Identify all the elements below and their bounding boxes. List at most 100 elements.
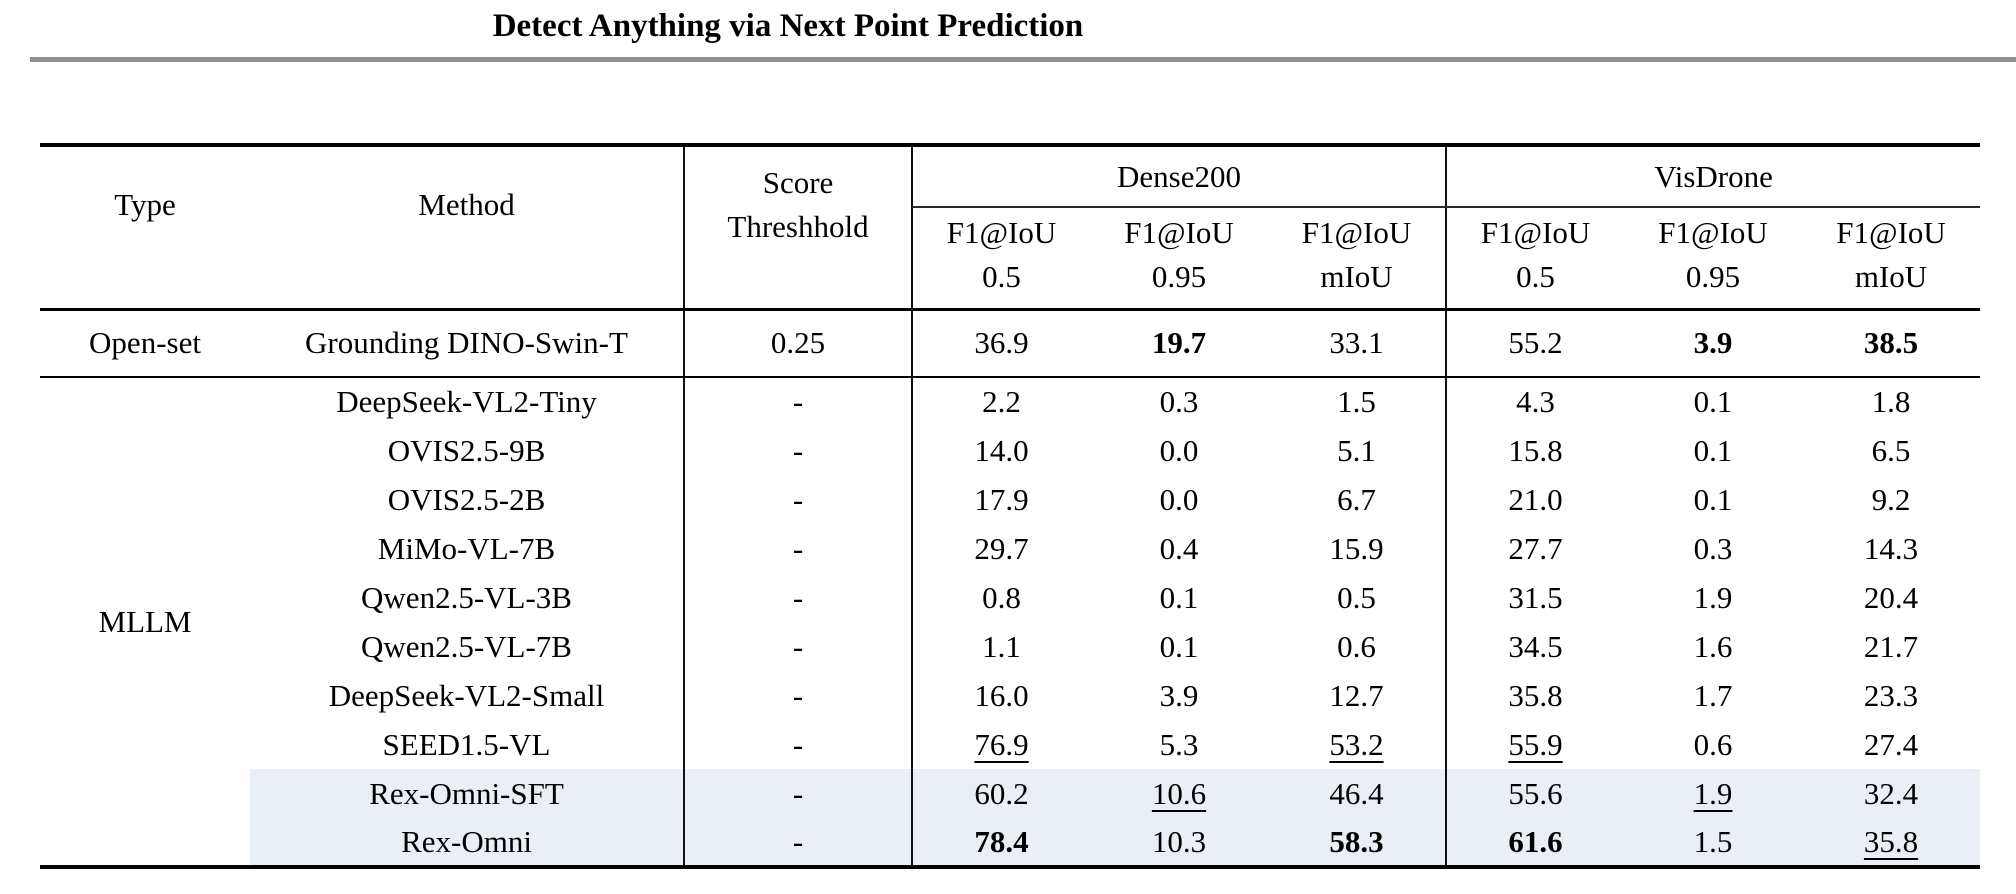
value-cell: 17.9 [974,481,1029,517]
value-cell: 0.1 [1159,579,1199,615]
table-row: Open-set Grounding DINO-Swin-T 0.25 36.9 19.… [40,309,1981,378]
method-cell: OVIS2.5-9B [250,426,685,475]
method-cell: MiMo-VL-7B [250,524,685,573]
table-row: OVIS2.5-9B - 14.0 0.0 5.1 15.8 0.1 6.5 [40,426,1980,475]
method-cell: SEED1.5-VL [250,720,685,769]
value-cell: 76.9 [974,726,1029,762]
value-cell: 3.9 [1159,677,1199,713]
score-threshold-cell: - [684,769,913,818]
type-cell: Open-set [40,309,250,378]
metric-header-dense-095: F1@IoU 0.95 [1090,207,1268,311]
value-cell: 1.8 [1871,384,1911,419]
value-cell: 46.4 [1268,769,1448,818]
value-cell: 19.7 [1090,309,1268,378]
method-cell: DeepSeek-VL2-Small [250,671,685,720]
metric-header-visdrone-miou: F1@IoU mIoU [1802,207,1981,311]
col-header-score-threshold: Score Threshhold [684,145,913,311]
value-cell: 1.6 [1693,628,1733,664]
table-row: Qwen2.5-VL-7B - 1.1 0.1 0.6 34.5 1.6 21.7 [40,622,1980,671]
value-cell: 55.9 [1508,726,1563,762]
value-cell: 14.0 [974,432,1029,468]
value-cell: 60.2 [974,775,1029,811]
value-cell: 0.6 [1268,622,1448,671]
metric-header-dense-05: F1@IoU 0.5 [912,207,1090,311]
method-cell: Grounding DINO-Swin-T [250,309,685,378]
value-cell: 1.5 [1268,377,1448,426]
value-cell: 0.3 [1159,384,1199,419]
value-cell: 15.8 [1508,432,1563,468]
metric-header-dense-miou: F1@IoU mIoU [1268,207,1448,311]
table-row: MLLM DeepSeek-VL2-Tiny -2.2 0.3 1.5 4.3 0.1 1.8 [40,377,1980,639]
table-row: MiMo-VL-7B - 29.7 0.4 15.9 27.7 0.3 14.3 [40,524,1980,573]
value-cell: 9.2 [1871,481,1911,517]
value-cell: 31.5 [1508,579,1563,615]
score-threshold-cell: 0.25 [684,309,913,378]
value-cell: 58.3 [1268,818,1448,867]
value-cell: 16.0 [974,677,1029,713]
value-cell: 21.0 [1508,481,1563,517]
value-cell: 10.6 [1151,775,1207,811]
value-cell: 5.1 [1268,426,1448,475]
group-header-visdrone: VisDrone [1446,145,1981,208]
paper-title: Detect Anything via Next Point Predictio… [492,8,1084,44]
header-metric-row: F1@IoU 0.5 F1@IoU 0.95 F1@IoU mIoU F1@Io… [40,207,1981,311]
value-cell: 0.0 [1159,432,1199,468]
table-row: Rex-Omni-SFT - 60.2 10.6 46.4 55.6 1.9 32.4 [40,769,1981,818]
table-row: Qwen2.5-VL-3B - 0.8 0.1 0.5 31.5 1.9 20.4 [40,573,1980,622]
value-cell: 55.6 [1508,775,1563,811]
value-cell: 0.8 [982,579,1021,615]
metric-header-visdrone-05: F1@IoU 0.5 [1446,207,1625,311]
value-cell: 35.8 [1863,823,1919,859]
value-cell: 23.3 [1863,677,1919,713]
score-threshold-cell: - [684,818,913,867]
value-cell: 20.4 [1863,579,1919,615]
method-cell: Qwen2.5-VL-3B [250,573,685,622]
method-cell: OVIS2.5-2B [250,475,685,524]
value-cell: 1.7 [1693,677,1733,713]
results-table: Type Method Score Threshhold Dense200 Vi… [40,143,1981,869]
value-cell: 0.0 [1159,481,1199,517]
value-cell: 61.6 [1508,823,1563,859]
score-threshold-cell: - [684,426,913,475]
method-cell: Rex-Omni [250,818,685,867]
table-row: SEED1.5-VL - 76.9 5.3 53.2 55.9 0.6 27.4 [40,720,1980,769]
group-header-dense200: Dense200 [912,145,1448,208]
value-cell: 6.5 [1871,432,1911,468]
value-cell: 78.4 [974,823,1029,859]
value-cell: 32.4 [1863,775,1919,811]
value-cell: 3.9 [1624,309,1803,378]
value-cell: 1.9 [1693,579,1733,615]
value-cell: 15.9 [1268,524,1448,573]
value-cell: 33.1 [1268,309,1448,378]
value-cell: 12.7 [1268,671,1448,720]
title-divider [30,57,2016,62]
method-cell: DeepSeek-VL2-Tiny [250,377,685,426]
score-threshold-cell: - [684,475,913,524]
value-cell: 1.1 [982,628,1021,664]
value-cell: 0.3 [1693,530,1733,566]
value-cell: 14.3 [1863,530,1919,566]
value-cell: 0.1 [1159,628,1199,664]
value-cell: 0.1 [1693,384,1733,419]
value-cell: 53.2 [1268,720,1448,769]
value-cell: 10.3 [1151,823,1207,859]
score-threshold-cell: - [684,377,913,426]
header-group-row: Type Method Score Threshhold Dense200 Vi… [40,145,1981,311]
value-cell: 2.2 [982,384,1021,419]
table-row: Rex-Omni - 78.4 10.3 58.3 61.6 1.5 35.8 [40,818,1981,867]
score-threshold-cell: - [684,622,913,671]
value-cell: 1.5 [1693,823,1733,859]
results-table-body: Open-set Grounding DINO-Swin-T 0.25 36.9 19.… [40,309,1981,867]
value-cell: 27.7 [1508,530,1563,566]
method-cell: Rex-Omni-SFT [250,769,685,818]
type-cell: MLLM [98,603,192,639]
score-header-line1: Score [762,165,834,201]
value-cell: 27.4 [1863,726,1919,762]
score-header-line2: Threshhold [727,209,869,245]
score-threshold-cell: - [684,524,913,573]
value-cell: 55.2 [1446,309,1625,378]
table-row: OVIS2.5-2B - 17.9 0.0 6.7 21.0 0.1 9.2 [40,475,1980,524]
metric-header-visdrone-095: F1@IoU 0.95 [1624,207,1803,311]
value-cell: 35.8 [1508,677,1563,713]
